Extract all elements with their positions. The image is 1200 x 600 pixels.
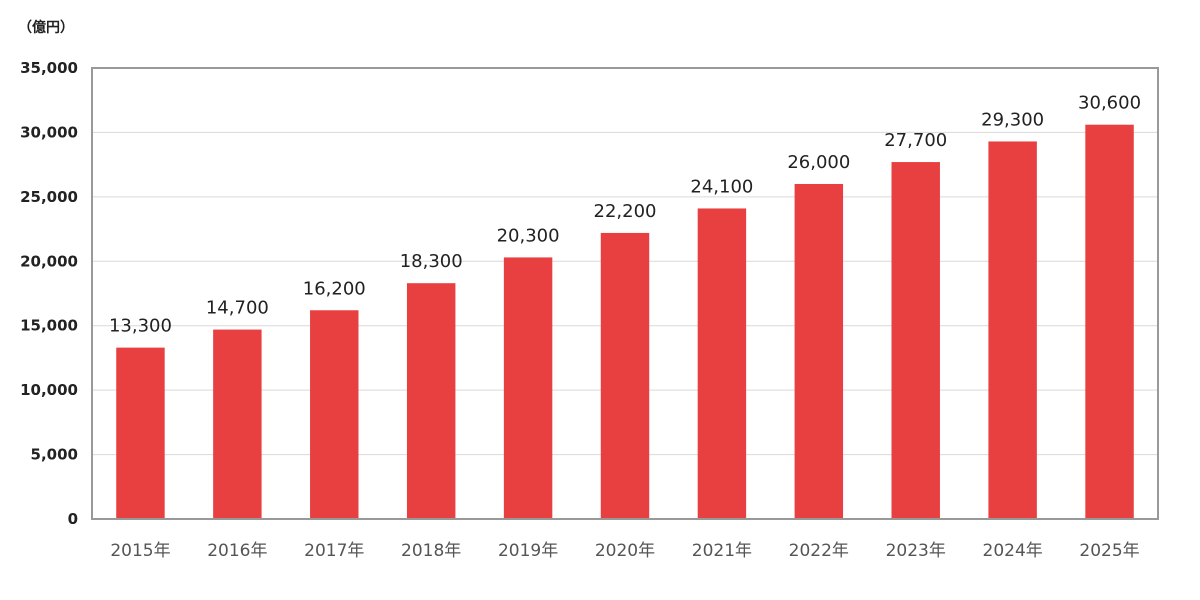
data-label: 13,300	[109, 316, 172, 337]
x-tick-label: 2017年	[304, 541, 364, 561]
data-label: 22,200	[594, 201, 657, 222]
bar	[891, 162, 940, 519]
plot-frame	[91, 67, 1159, 520]
x-axis-ticks: 2015年 2016年 2017年 2018年 2019年 2020年 2021年 2022年…	[110, 541, 1139, 561]
bars	[116, 124, 1134, 520]
bar	[406, 283, 456, 519]
data-label: 14,700	[206, 298, 269, 319]
y-tick-label: 30,000	[20, 123, 78, 141]
x-tick-label: 2025年	[1079, 541, 1139, 561]
data-label: 16,200	[303, 278, 366, 299]
y-tick-label: 20,000	[20, 252, 78, 270]
bar	[794, 183, 844, 519]
y-tick-label: 25,000	[20, 188, 78, 206]
data-label: 27,700	[884, 130, 947, 151]
data-label: 26,000	[787, 152, 850, 173]
data-label: 24,100	[690, 176, 753, 197]
x-tick-label: 2016年	[207, 541, 267, 561]
y-tick-label: 15,000	[20, 317, 78, 335]
bar	[988, 141, 1037, 519]
y-tick-label: 5,000	[31, 446, 78, 464]
x-tick-label: 2022年	[789, 541, 849, 561]
bar	[116, 347, 165, 519]
x-tick-label: 2020年	[595, 541, 655, 561]
y-tick-label: 35,000	[20, 59, 78, 77]
y-tick-label: 0	[68, 510, 78, 528]
y-axis-ticks: 0 5,000 10,000 15,000 20,000 25,000 30,000 35,0…	[20, 59, 78, 528]
bar	[213, 329, 262, 519]
data-label: 29,300	[981, 109, 1044, 130]
bar	[503, 257, 553, 519]
y-tick-label: 10,000	[20, 381, 78, 399]
x-tick-label: 2024年	[983, 541, 1043, 561]
bar	[1085, 124, 1134, 519]
x-tick-label: 2015年	[110, 541, 170, 561]
bar	[600, 232, 650, 520]
data-labels: 13,300 14,700 16,200 18,300 20,300 22,200 24,1…	[109, 93, 1141, 337]
bar	[310, 310, 359, 519]
x-tick-label: 2019年	[498, 541, 558, 561]
data-label: 30,600	[1078, 93, 1141, 114]
data-label: 20,300	[497, 225, 560, 246]
x-tick-label: 2021年	[692, 541, 752, 561]
y-unit-label: （億円）	[18, 19, 74, 36]
data-label: 18,300	[400, 251, 463, 272]
bar	[697, 208, 747, 519]
x-tick-label: 2018年	[401, 541, 461, 561]
x-tick-label: 2023年	[886, 541, 946, 561]
